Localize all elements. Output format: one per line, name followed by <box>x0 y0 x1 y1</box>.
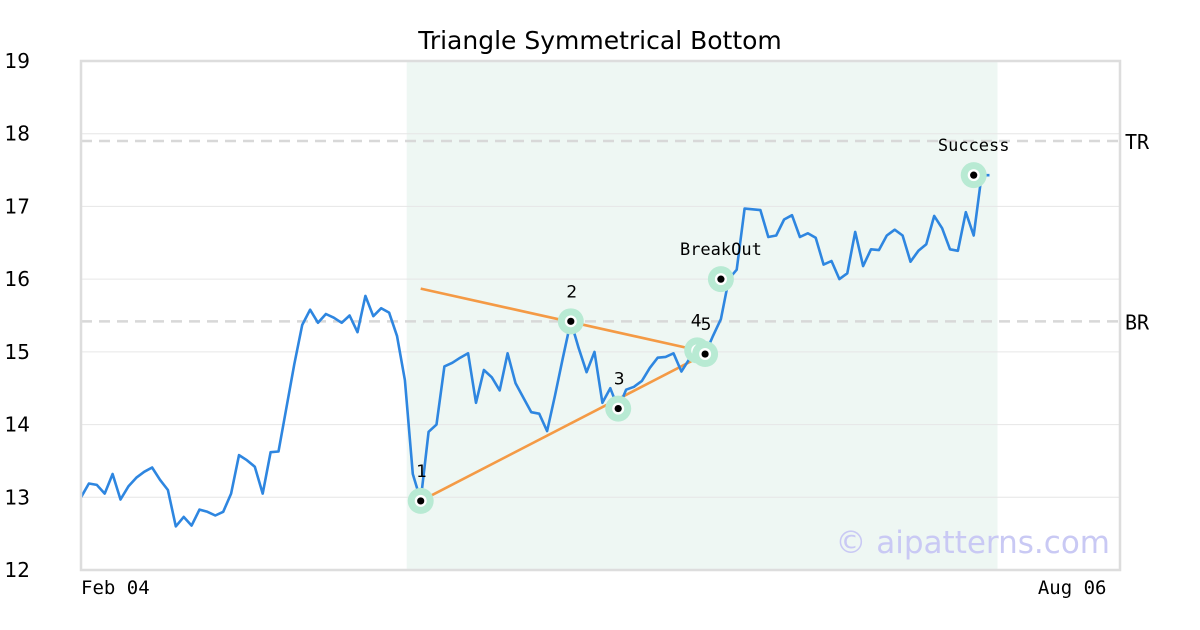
point-marker <box>701 350 709 358</box>
reference-line-label: BR <box>1125 310 1150 334</box>
watermark: © aipatterns.com <box>835 525 1110 561</box>
reference-lines: TR BR <box>81 130 1150 334</box>
y-tick-label: 12 <box>5 558 30 582</box>
plot-frame <box>79 59 1122 572</box>
point-label: 4 <box>691 311 702 331</box>
y-tick-label: 19 <box>5 49 30 73</box>
reference-line-label: TR <box>1125 130 1150 154</box>
y-tick-label: 14 <box>5 413 30 437</box>
point-label: 2 <box>566 282 577 302</box>
point-marker <box>614 404 622 413</box>
trend-line <box>420 352 706 503</box>
point-label: 3 <box>614 370 625 390</box>
y-tick-label: 18 <box>5 122 30 146</box>
y-tick-label: 15 <box>5 340 30 364</box>
annotation-marker <box>970 171 978 179</box>
point-marker <box>417 497 425 505</box>
x-tick-label: Aug 06 <box>1038 577 1107 599</box>
annotations: BreakOut Success <box>680 136 1010 293</box>
point-label: 5 <box>701 315 712 335</box>
y-tick-label: 16 <box>5 267 30 291</box>
annotation-label: Success <box>938 136 1010 156</box>
y-tick-label: 17 <box>5 194 30 218</box>
y-axis-ticks: 12 13 14 15 16 17 18 19 <box>5 49 30 582</box>
y-tick-label: 13 <box>5 485 30 509</box>
highlight-band <box>406 61 998 570</box>
x-axis-ticks: Feb 04 Aug 06 <box>81 577 1107 599</box>
x-tick-label: Feb 04 <box>81 577 150 599</box>
price-series-line <box>79 173 990 528</box>
point-label: 1 <box>416 462 427 482</box>
point-marker <box>567 317 575 325</box>
annotation-label: BreakOut <box>680 240 762 260</box>
pattern-points: 1 2 3 4 5 <box>407 282 719 514</box>
annotation-marker <box>717 275 725 283</box>
chart-title: Triangle Symmetrical Bottom <box>417 26 782 55</box>
